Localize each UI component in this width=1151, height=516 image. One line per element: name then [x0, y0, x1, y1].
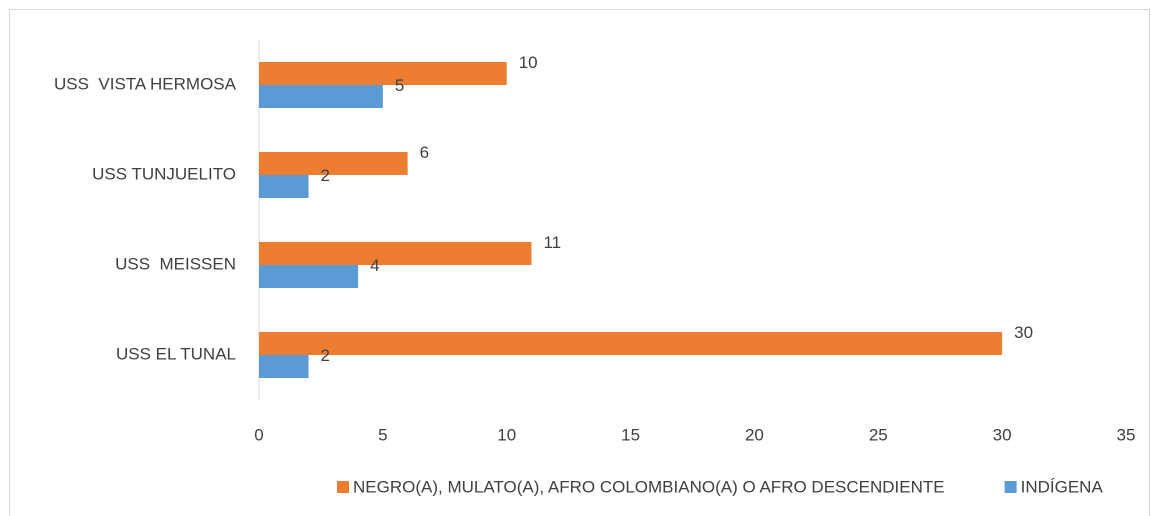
data-label: 10	[519, 53, 538, 72]
legend-label: NEGRO(A), MULATO(A), AFRO COLOMBIANO(A) …	[353, 477, 945, 496]
data-label: 30	[1014, 323, 1033, 342]
data-label: 4	[370, 256, 379, 275]
x-tick-label: 0	[254, 425, 263, 444]
bar	[259, 265, 359, 288]
data-label: 2	[321, 346, 330, 365]
data-label: 2	[321, 166, 330, 185]
x-tick-label: 25	[869, 425, 888, 444]
x-tick-label: 20	[745, 425, 764, 444]
legend-swatch	[337, 481, 349, 493]
y-tick-label: USS EL TUNAL	[116, 344, 236, 363]
x-tick-label: 5	[378, 425, 387, 444]
bar	[259, 62, 507, 85]
bar	[259, 152, 408, 175]
data-label: 6	[420, 143, 429, 162]
x-tick-label: 30	[993, 425, 1012, 444]
bar	[259, 85, 383, 108]
x-tick-label: 10	[497, 425, 516, 444]
x-tick-label: 35	[1117, 425, 1136, 444]
chart-frame	[9, 9, 1150, 516]
y-tick-label: USS MEISSEN	[115, 254, 236, 273]
legend-label: INDÍGENA	[1021, 477, 1104, 496]
y-tick-label: USS VISTA HERMOSA	[54, 74, 237, 93]
data-label: 5	[395, 76, 404, 95]
bar	[259, 242, 532, 265]
y-tick-label: USS TUNJUELITO	[92, 164, 236, 183]
legend-swatch	[1004, 481, 1017, 493]
bar	[259, 355, 309, 378]
data-label: 11	[543, 233, 561, 252]
x-tick-label: 15	[621, 425, 640, 444]
bar	[259, 175, 309, 198]
bar	[259, 332, 1003, 355]
